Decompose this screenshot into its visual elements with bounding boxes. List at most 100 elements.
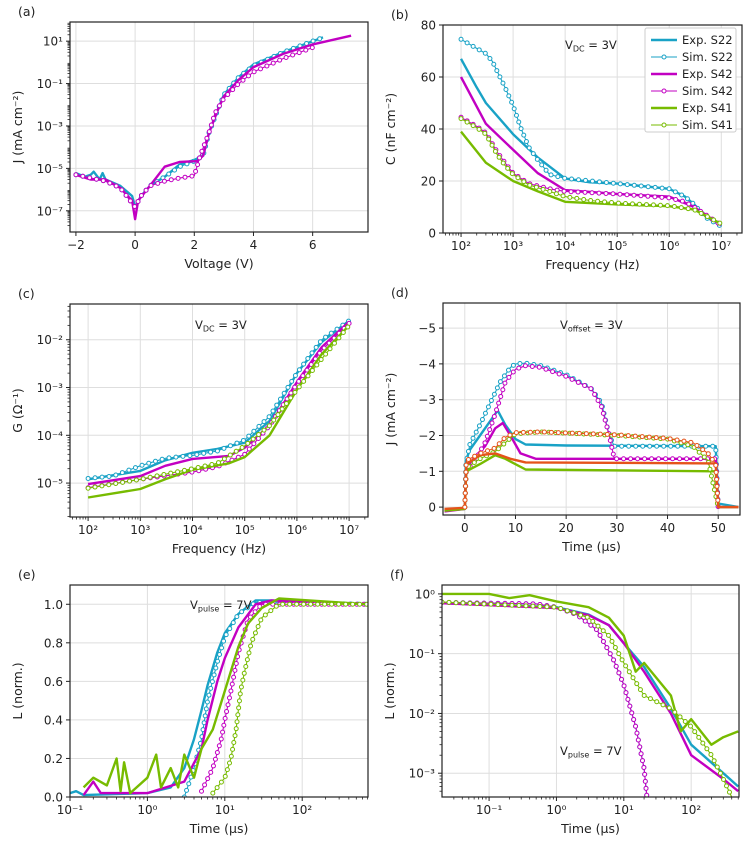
series-marker (610, 451, 616, 457)
series-marker (637, 687, 643, 693)
y-tick-label: 10⁻³ (37, 119, 64, 133)
legend-marker (661, 88, 667, 94)
series-marker (223, 632, 229, 638)
y-tick-label: 10⁻¹ (37, 77, 64, 91)
series-marker (296, 50, 302, 56)
series-marker (650, 202, 656, 208)
series-marker (208, 685, 214, 691)
series-marker (87, 175, 93, 181)
series-marker (555, 430, 561, 436)
series-marker (208, 449, 214, 455)
series-marker (491, 61, 497, 67)
x-tick-label: 0 (461, 521, 469, 535)
series-marker (482, 440, 488, 446)
panel-e: 10⁻¹ 10⁰ 10¹ 10² 0.0 0.2 0.4 0.6 0.8 1.0 Time (µs)… (10, 567, 369, 836)
y-tick-label: −4 (418, 357, 436, 371)
series-marker (226, 695, 232, 701)
series-marker (671, 204, 677, 210)
x-tick-label: 6 (309, 238, 317, 252)
series-marker (701, 454, 707, 460)
series-marker (537, 603, 543, 609)
series-marker (582, 189, 588, 195)
annotation-rest: = 3V (591, 318, 623, 332)
series-marker (584, 614, 590, 620)
series-line-1 (442, 601, 648, 797)
series-marker (487, 427, 493, 433)
series-marker (99, 483, 105, 489)
series-marker (638, 183, 644, 189)
series-marker (678, 205, 684, 211)
series-marker (639, 758, 645, 764)
series-marker (642, 771, 648, 777)
series-marker (166, 171, 172, 177)
series-marker (708, 473, 714, 479)
series-marker (625, 696, 631, 702)
series-marker (534, 156, 540, 162)
series-marker (627, 703, 633, 709)
series-marker (201, 450, 207, 456)
series-marker (230, 87, 236, 93)
series-marker (717, 220, 723, 226)
series-marker (146, 460, 152, 466)
series-marker (599, 404, 605, 410)
series-marker (488, 398, 494, 404)
series-marker (635, 737, 641, 743)
series-marker (204, 699, 210, 705)
series-marker (603, 180, 609, 186)
series-marker (506, 374, 512, 380)
series-marker (489, 142, 495, 148)
series-marker (209, 679, 215, 685)
series-marker (704, 746, 710, 752)
series-marker (605, 632, 611, 638)
series-marker (288, 390, 294, 396)
series-marker (486, 136, 492, 142)
series-marker (294, 601, 300, 607)
series-marker (714, 476, 720, 482)
series-marker (614, 456, 620, 462)
y-tick-label: 10⁻¹ (409, 647, 436, 661)
series-marker (623, 690, 629, 696)
series-marker (187, 453, 193, 459)
annotation-rest: = 7V (589, 744, 621, 758)
series-marker (168, 470, 174, 476)
series-marker (692, 207, 698, 213)
series-marker (564, 608, 570, 614)
series-marker (202, 782, 208, 788)
series-marker (707, 466, 713, 472)
series-marker (230, 620, 236, 626)
panel-label: (a) (18, 4, 35, 19)
axes-frame (441, 584, 740, 798)
series-marker (623, 663, 629, 669)
series-marker (239, 445, 245, 451)
series-marker (290, 52, 296, 58)
series-marker (641, 693, 647, 699)
series-marker (645, 184, 651, 190)
y-tick-label: 10⁰ (415, 587, 435, 601)
series-marker (619, 657, 625, 663)
series-marker (506, 93, 512, 99)
series-marker (576, 430, 582, 436)
series-marker (300, 373, 306, 379)
series-line-6 (444, 452, 739, 511)
series-marker (631, 717, 637, 723)
series-marker (498, 393, 504, 399)
series-marker (238, 684, 244, 690)
panel-label: (e) (18, 567, 35, 582)
series-marker (534, 429, 540, 435)
series-marker (250, 436, 256, 442)
series-marker (175, 175, 181, 181)
series-marker (231, 674, 237, 680)
series-marker (569, 430, 575, 436)
series-marker (659, 185, 665, 191)
series-marker (684, 456, 690, 462)
series-marker (666, 705, 672, 711)
series-marker (135, 199, 141, 205)
series-marker (518, 126, 524, 132)
series-marker (296, 367, 302, 373)
series-marker (713, 462, 719, 468)
series-marker (661, 443, 667, 449)
series-marker (241, 670, 247, 676)
series-marker (700, 447, 706, 453)
series-marker (323, 351, 329, 357)
series-marker (216, 743, 222, 749)
